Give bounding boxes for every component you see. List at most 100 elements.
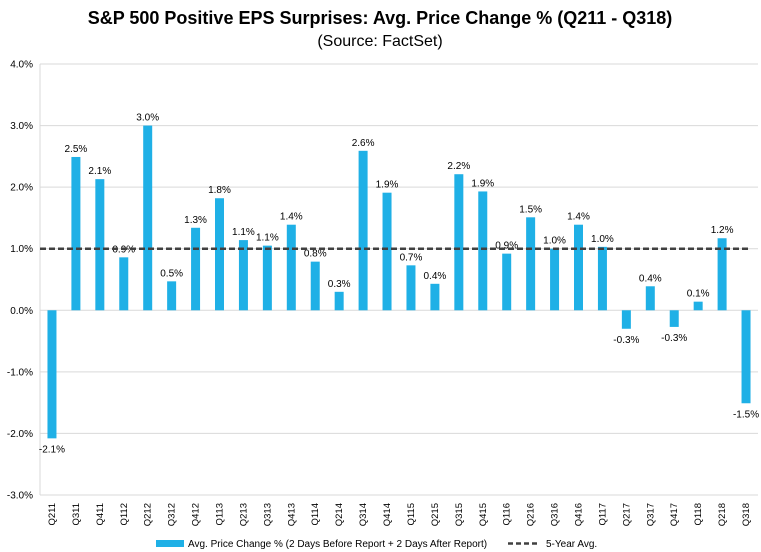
data-label-Q117: 1.0%	[591, 234, 614, 245]
data-label-Q316: 1.0%	[543, 236, 566, 247]
data-label-Q113: 1.8%	[208, 185, 231, 196]
bar-Q315	[454, 174, 464, 311]
bars	[47, 125, 751, 439]
y-tick-label: -2.0%	[7, 429, 33, 440]
data-label-Q118: 0.1%	[687, 289, 710, 300]
data-label-Q116: 0.9%	[495, 241, 518, 252]
x-tick-label-Q315: Q315	[454, 503, 465, 526]
x-tick-label-Q311: Q311	[71, 503, 82, 526]
bar-Q312	[167, 281, 177, 311]
x-tick-label-Q117: Q117	[597, 503, 608, 526]
x-tick-label-Q313: Q313	[262, 503, 273, 526]
y-tick-label: -1.0%	[7, 367, 33, 378]
data-label-Q312: 0.5%	[160, 268, 183, 279]
x-tick-label-Q116: Q116	[502, 503, 513, 526]
y-tick-label: 3.0%	[10, 121, 33, 132]
data-label-Q413: 1.4%	[280, 212, 303, 223]
bar-Q411	[95, 179, 105, 311]
y-tick-label: 2.0%	[10, 183, 33, 194]
bar-Q413	[286, 224, 296, 311]
legend: Avg. Price Change % (2 Days Before Repor…	[156, 539, 597, 550]
x-tick-label-Q316: Q316	[550, 503, 561, 526]
y-tick-label: 0.0%	[10, 306, 33, 317]
bar-Q313	[262, 245, 272, 311]
legend-avg-label: 5-Year Avg.	[546, 539, 597, 550]
data-label-Q315: 2.2%	[447, 161, 470, 172]
bar-Q415	[478, 191, 488, 311]
bar-Q118	[693, 301, 703, 311]
data-label-Q214: 0.3%	[328, 279, 351, 290]
data-label-Q115: 0.7%	[400, 252, 423, 263]
x-tick-label-Q414: Q414	[382, 503, 393, 526]
data-label-Q212: 3.0%	[136, 113, 159, 124]
x-tick-label-Q416: Q416	[574, 503, 585, 526]
data-label-Q211: -2.1%	[39, 444, 65, 455]
y-tick-label: 4.0%	[10, 60, 33, 71]
bar-Q214	[334, 291, 344, 311]
data-label-Q412: 1.3%	[184, 215, 207, 226]
x-tick-label-Q417: Q417	[669, 503, 680, 526]
data-label-Q314: 2.6%	[352, 138, 375, 149]
bar-Q116	[502, 253, 512, 311]
data-label-Q313: 1.1%	[256, 233, 279, 244]
data-label-Q114: 0.8%	[304, 249, 327, 260]
bar-Q311	[71, 156, 81, 311]
x-tick-label-Q113: Q113	[215, 503, 226, 526]
data-label-Q218: 1.2%	[711, 225, 734, 236]
x-axis-tick-labels: Q211 Q311 Q411 Q112 Q212 Q312 Q412 Q113 Q213 Q313…	[47, 503, 752, 526]
data-label-Q311: 2.5%	[65, 144, 88, 155]
data-label-Q217: -0.3%	[613, 335, 639, 346]
bar-Q211	[47, 310, 57, 439]
x-tick-label-Q413: Q413	[286, 503, 297, 526]
data-label-Q416: 1.4%	[567, 212, 590, 223]
x-tick-label-Q214: Q214	[334, 503, 345, 526]
data-label-Q213: 1.1%	[232, 227, 255, 238]
bar-Q114	[310, 261, 320, 311]
x-tick-label-Q318: Q318	[741, 503, 752, 526]
bar-Q117	[597, 246, 607, 311]
data-label-Q318: -1.5%	[733, 409, 759, 420]
data-label-Q317: 0.4%	[639, 273, 662, 284]
x-tick-label-Q317: Q317	[645, 503, 656, 526]
y-axis-tick-labels: -3.0% -2.0% -1.0% 0.0% 1.0% 2.0% 3.0% 4.0%	[7, 60, 33, 502]
y-tick-label: 1.0%	[10, 244, 33, 255]
x-tick-label-Q115: Q115	[406, 503, 417, 526]
x-tick-label-Q218: Q218	[717, 503, 728, 526]
bar-Q417	[669, 310, 679, 327]
x-tick-label-Q118: Q118	[693, 503, 704, 526]
x-tick-label-Q411: Q411	[95, 503, 106, 526]
bar-Q215	[430, 283, 440, 311]
bar-Q213	[238, 240, 248, 311]
bar-Q416	[574, 224, 583, 311]
legend-bar-label: Avg. Price Change % (2 Days Before Repor…	[188, 539, 487, 550]
bar-Q316	[550, 248, 560, 311]
x-tick-label-Q213: Q213	[238, 503, 249, 526]
x-tick-label-Q312: Q312	[167, 503, 178, 526]
bar-Q113	[215, 198, 224, 311]
bar-Q317	[645, 286, 655, 311]
bar-Q217	[621, 310, 631, 329]
y-tick-label: -3.0%	[7, 491, 33, 502]
chart-subtitle: (Source: FactSet)	[317, 33, 442, 50]
x-tick-label-Q217: Q217	[621, 503, 632, 526]
data-label-Q415: 1.9%	[471, 178, 494, 189]
chart-title: S&P 500 Positive EPS Surprises: Avg. Pri…	[88, 8, 673, 28]
bar-Q216	[526, 217, 536, 311]
bar-Q414	[382, 192, 392, 311]
bar-Q115	[406, 265, 416, 311]
x-tick-label-Q412: Q412	[191, 503, 202, 526]
data-label-Q414: 1.9%	[376, 180, 399, 191]
bar-Q318	[741, 310, 751, 404]
bar-Q212	[143, 125, 153, 311]
x-tick-label-Q314: Q314	[358, 503, 369, 526]
bar-Q314	[358, 150, 368, 311]
data-label-Q411: 2.1%	[88, 166, 111, 177]
bar-Q112	[119, 257, 129, 311]
x-tick-label-Q212: Q212	[143, 503, 154, 526]
data-label-Q417: -0.3%	[661, 333, 687, 344]
x-tick-label-Q216: Q216	[526, 503, 537, 526]
x-tick-label-Q215: Q215	[430, 503, 441, 526]
data-label-Q216: 1.5%	[519, 204, 542, 215]
x-tick-label-Q415: Q415	[478, 503, 489, 526]
bar-Q218	[717, 238, 727, 311]
